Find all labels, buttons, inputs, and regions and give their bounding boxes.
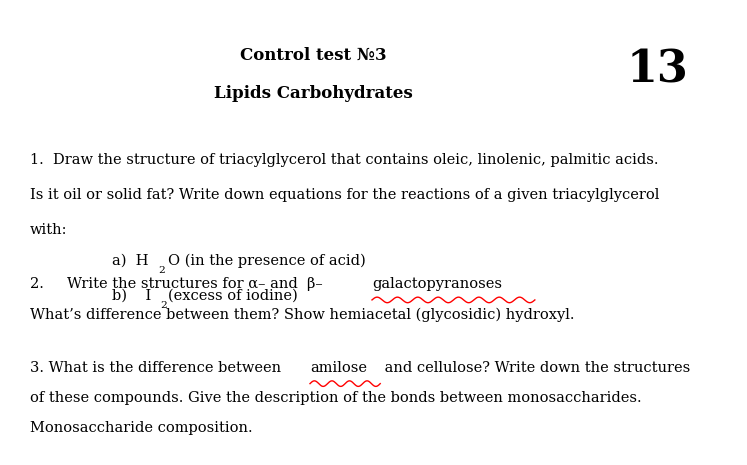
Text: galactopyranoses: galactopyranoses — [372, 277, 502, 291]
Text: O (in the presence of acid): O (in the presence of acid) — [168, 254, 366, 268]
Text: (excess of iodine): (excess of iodine) — [168, 289, 298, 303]
Text: Monosaccharide composition.: Monosaccharide composition. — [30, 421, 252, 435]
Text: a)  H: a) H — [112, 254, 149, 268]
Text: amilose: amilose — [310, 361, 367, 375]
Text: What’s difference between them? Show hemiacetal (glycosidic) hydroxyl.: What’s difference between them? Show hem… — [30, 307, 574, 321]
Text: b)    I: b) I — [112, 289, 152, 303]
Text: Control test №3: Control test №3 — [241, 47, 387, 64]
Text: and cellulose? Write down the structures: and cellulose? Write down the structures — [380, 361, 690, 375]
Text: Is it oil or solid fat? Write down equations for the reactions of a given triacy: Is it oil or solid fat? Write down equat… — [30, 188, 660, 202]
Text: 2.     Write the structures for α– and  β–: 2. Write the structures for α– and β– — [30, 277, 323, 291]
Text: of these compounds. Give the description of the bonds between monosaccharides.: of these compounds. Give the description… — [30, 391, 642, 405]
Text: Lipids Carbohydrates: Lipids Carbohydrates — [214, 85, 413, 101]
Text: 1.  Draw the structure of triacylglycerol that contains oleic, linolenic, palmit: 1. Draw the structure of triacylglycerol… — [30, 153, 658, 167]
Text: 3. What is the difference between: 3. What is the difference between — [30, 361, 285, 375]
Text: with:: with: — [30, 223, 67, 237]
Text: 2: 2 — [158, 266, 165, 275]
Text: 13: 13 — [627, 48, 688, 91]
Text: 2: 2 — [161, 301, 167, 310]
